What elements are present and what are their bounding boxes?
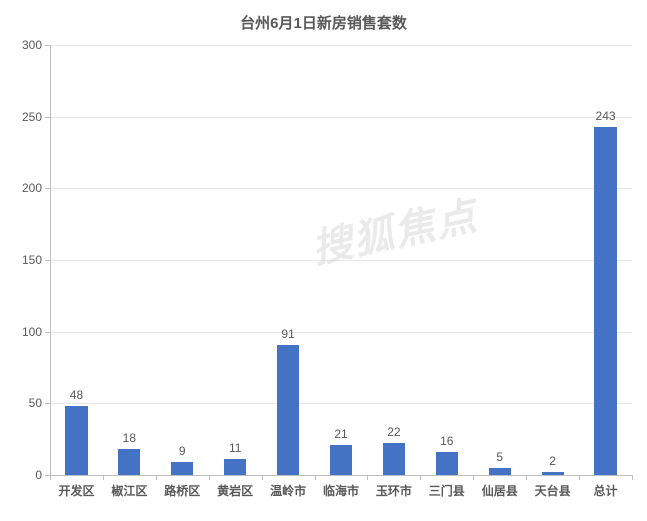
bar xyxy=(436,452,458,475)
bar-value-label: 91 xyxy=(281,327,294,341)
bar-value-label: 18 xyxy=(123,431,136,445)
bar-value-label: 16 xyxy=(440,434,453,448)
bar xyxy=(224,459,246,475)
x-axis-label: 椒江区 xyxy=(111,482,147,499)
y-axis-label: 150 xyxy=(0,253,42,267)
bar xyxy=(118,449,140,475)
y-axis-label: 300 xyxy=(0,38,42,52)
x-tick xyxy=(315,475,316,480)
x-tick xyxy=(156,475,157,480)
x-axis-label: 路桥区 xyxy=(164,482,200,499)
y-axis-label: 200 xyxy=(0,181,42,195)
x-tick xyxy=(579,475,580,480)
bar xyxy=(65,406,87,475)
bar xyxy=(330,445,352,475)
x-tick xyxy=(209,475,210,480)
bar xyxy=(383,443,405,475)
bars-group: 48 18 9 11 91 21 22 16 5 2 243 xyxy=(50,45,632,475)
chart-container: 台州6月1日新房销售套数 050100150200250300 搜狐焦点 481… xyxy=(0,0,647,521)
bar xyxy=(171,462,193,475)
x-tick xyxy=(420,475,421,480)
x-tick xyxy=(367,475,368,480)
x-axis-label: 天台县 xyxy=(535,482,571,499)
bar-value-label: 243 xyxy=(596,109,616,123)
x-axis-label: 玉环市 xyxy=(376,482,412,499)
bar-value-label: 21 xyxy=(334,427,347,441)
x-tick xyxy=(473,475,474,480)
bar xyxy=(277,345,299,475)
x-tick xyxy=(262,475,263,480)
bar-value-label: 22 xyxy=(387,425,400,439)
y-axis-label: 0 xyxy=(0,468,42,482)
chart-title: 台州6月1日新房销售套数 xyxy=(0,12,647,33)
bar-value-label: 48 xyxy=(70,388,83,402)
x-tick xyxy=(632,475,633,480)
x-tick xyxy=(526,475,527,480)
x-axis-label: 总计 xyxy=(594,482,618,499)
x-axis-label: 仙居县 xyxy=(482,482,518,499)
x-axis-label: 临海市 xyxy=(323,482,359,499)
bar xyxy=(489,468,511,475)
y-axis-label: 50 xyxy=(0,396,42,410)
y-axis-label: 250 xyxy=(0,110,42,124)
x-axis-label: 黄岩区 xyxy=(217,482,253,499)
x-tick xyxy=(50,475,51,480)
y-axis-label: 100 xyxy=(0,325,42,339)
bar-value-label: 9 xyxy=(179,444,186,458)
x-axis-label: 温岭市 xyxy=(270,482,306,499)
bar-value-label: 2 xyxy=(549,454,556,468)
bar xyxy=(542,472,564,475)
bar-value-label: 11 xyxy=(229,441,241,455)
x-axis xyxy=(50,475,632,476)
x-axis-label: 三门县 xyxy=(429,482,465,499)
x-tick xyxy=(103,475,104,480)
bar-value-label: 5 xyxy=(496,450,503,464)
x-axis-label: 开发区 xyxy=(58,482,94,499)
bar xyxy=(594,127,616,475)
